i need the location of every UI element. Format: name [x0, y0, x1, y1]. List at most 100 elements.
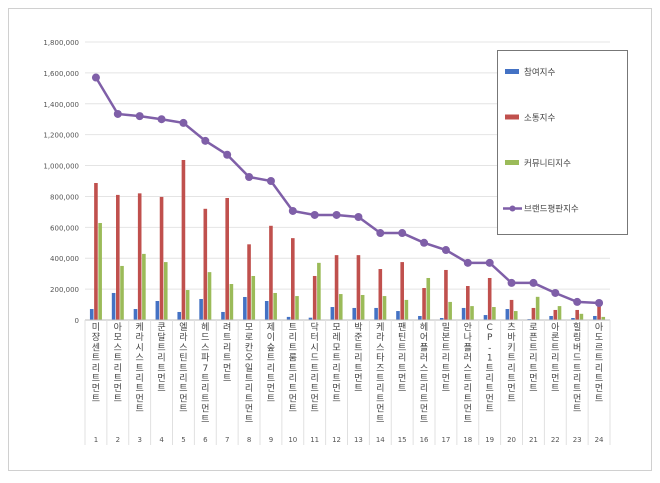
line-point-17 — [441, 246, 450, 255]
bar-2-23 — [575, 309, 579, 320]
y-tick-label: 1,400,000 — [43, 101, 79, 109]
bar-3-18 — [470, 306, 474, 320]
bar-1-18 — [461, 307, 466, 320]
y-tick-label: 1,800,000 — [43, 39, 79, 47]
bar-2-7 — [225, 197, 229, 320]
bar-3-19 — [492, 307, 496, 320]
bar-2-12 — [334, 255, 339, 320]
bar-1-12 — [330, 307, 335, 320]
line-point-9 — [266, 177, 275, 185]
y-tick-label: 200,000 — [50, 286, 79, 294]
line-point-13 — [354, 212, 363, 221]
y-tick-label: 800,000 — [50, 193, 79, 201]
y-tick-label: 0 — [75, 317, 79, 325]
bar-2-4 — [159, 196, 164, 320]
bar-1-15 — [396, 311, 400, 320]
x-rank-label: 19 — [485, 436, 494, 444]
line-point-5 — [179, 118, 188, 127]
bar-3-3 — [142, 253, 146, 320]
line-point-15 — [398, 229, 407, 238]
bar-2-11 — [312, 275, 317, 320]
y-tick-label: 400,000 — [50, 255, 79, 263]
x-rank-label: 6 — [203, 436, 208, 444]
bar-1-3 — [133, 309, 138, 320]
bar-3-5 — [185, 290, 190, 320]
bar-1-14 — [374, 307, 378, 320]
bar-3-16 — [426, 277, 431, 320]
bar-1-16 — [418, 315, 422, 320]
line-point-6 — [201, 136, 210, 145]
x-rank-label: 9 — [269, 436, 273, 444]
bar-3-7 — [229, 284, 234, 320]
y-tick-label: 1,600,000 — [43, 70, 79, 78]
bar-2-15 — [400, 262, 404, 320]
bar-2-10 — [291, 238, 295, 320]
bar-2-24 — [597, 301, 601, 320]
legend-label: 소통지수 — [524, 114, 555, 124]
bar-1-8 — [243, 296, 247, 320]
bar-2-9 — [269, 225, 273, 320]
line-point-23 — [573, 297, 582, 306]
legend-swatch — [505, 69, 519, 74]
bar-3-15 — [404, 299, 409, 320]
bar-3-9 — [273, 292, 277, 320]
bar-2-8 — [247, 244, 251, 320]
line-point-24 — [595, 299, 604, 308]
bar-3-8 — [251, 275, 256, 320]
x-rank-label: 18 — [463, 436, 472, 444]
line-point-22 — [551, 288, 560, 297]
bar-2-18 — [466, 286, 470, 320]
bar-2-6 — [203, 208, 208, 320]
bar-2-22 — [553, 309, 558, 320]
x-rank-label: 11 — [310, 436, 319, 444]
x-rank-label: 2 — [116, 436, 120, 444]
x-rank-label: 8 — [247, 436, 251, 444]
bar-2-13 — [356, 255, 361, 320]
x-rank-label: 4 — [159, 436, 164, 444]
bar-2-20 — [509, 299, 514, 320]
bar-2-17 — [444, 269, 448, 320]
line-point-10 — [288, 206, 297, 215]
legend — [497, 50, 628, 235]
x-rank-label: 12 — [332, 436, 341, 444]
legend-label: 참여지수 — [524, 67, 555, 78]
bar-2-3 — [137, 193, 142, 320]
bar-2-14 — [378, 269, 383, 320]
x-rank-label: 24 — [595, 436, 604, 444]
line-point-1 — [91, 73, 100, 82]
line-point-14 — [376, 229, 385, 238]
x-rank-label: 23 — [573, 436, 582, 444]
bar-3-23 — [579, 313, 584, 320]
bar-1-13 — [352, 307, 357, 320]
legend-swatch — [505, 160, 519, 165]
bar-1-5 — [177, 311, 182, 320]
bar-3-24 — [601, 316, 606, 320]
line-point-21 — [529, 278, 538, 287]
line-point-2 — [113, 109, 122, 118]
x-rank-label: 21 — [529, 436, 538, 444]
bar-1-23 — [571, 317, 575, 320]
bar-1-20 — [505, 309, 510, 320]
bar-3-20 — [513, 311, 518, 320]
